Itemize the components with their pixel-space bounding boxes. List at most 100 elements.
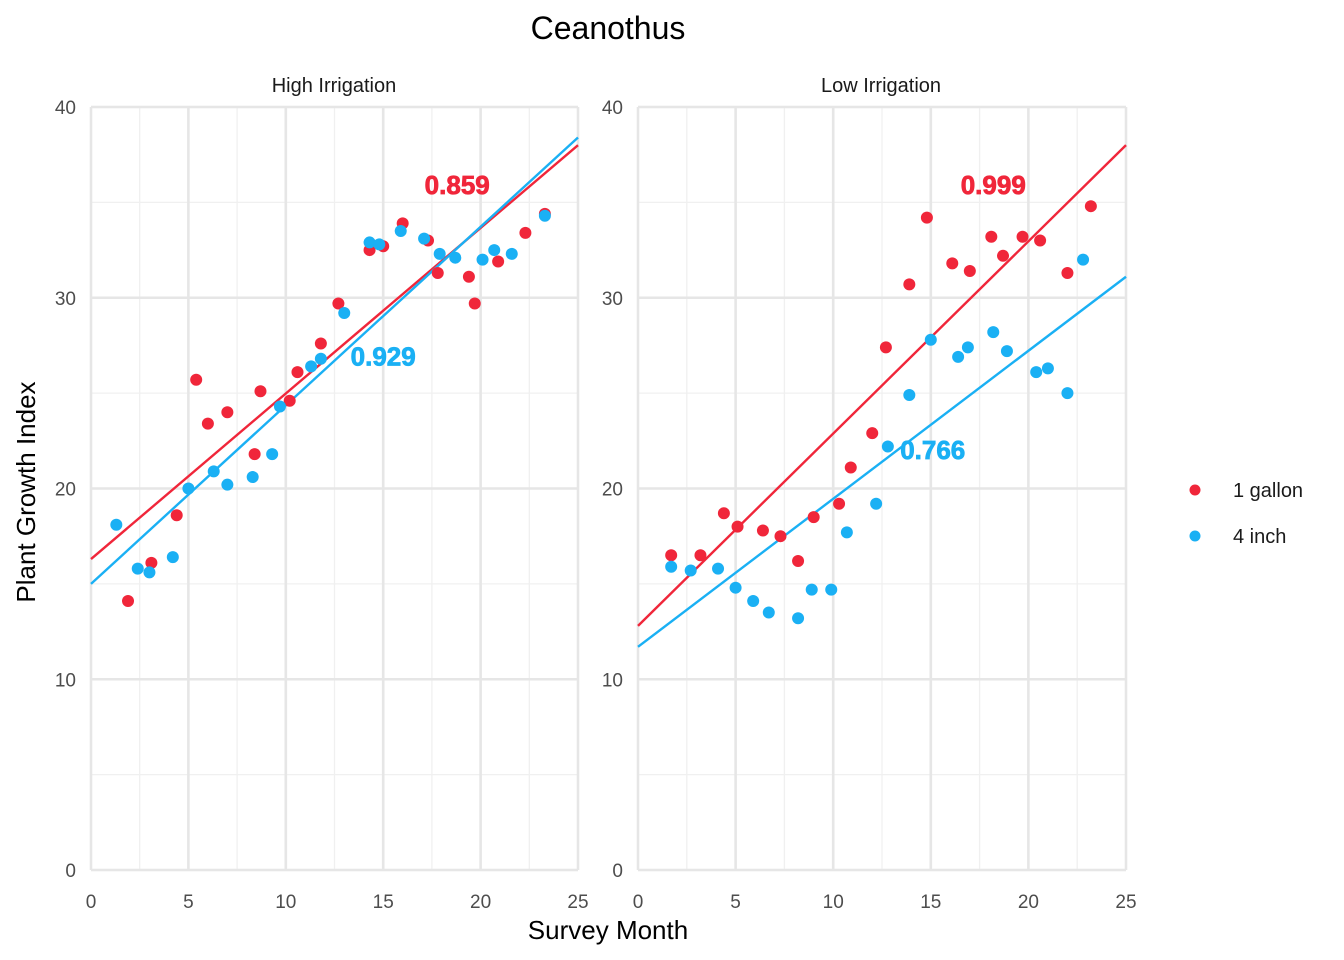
data-point bbox=[170, 509, 183, 522]
series-4-inch-low-irrigation bbox=[665, 253, 1090, 625]
data-point bbox=[952, 350, 965, 363]
y-tick-label: 10 bbox=[55, 670, 76, 691]
x-tick-label: 15 bbox=[373, 892, 394, 913]
data-point bbox=[110, 518, 123, 531]
x-tick-label: 25 bbox=[567, 892, 588, 913]
data-point bbox=[488, 244, 501, 257]
data-point bbox=[338, 307, 351, 320]
data-point bbox=[825, 583, 838, 596]
data-point bbox=[866, 427, 879, 440]
data-point bbox=[332, 297, 345, 310]
data-point bbox=[961, 341, 974, 354]
data-point bbox=[879, 341, 892, 354]
y-tick-label: 20 bbox=[602, 480, 623, 501]
data-point bbox=[665, 560, 678, 573]
y-tick-label: 30 bbox=[602, 289, 623, 310]
data-point bbox=[266, 448, 279, 461]
gridlines bbox=[636, 105, 1128, 872]
legend: 1 gallon 4 inch bbox=[1189, 480, 1303, 548]
strip-label-low-irrigation: Low Irrigation bbox=[821, 75, 941, 97]
data-point bbox=[729, 581, 742, 594]
data-point bbox=[283, 394, 296, 407]
data-point bbox=[1016, 230, 1029, 243]
data-point bbox=[747, 595, 760, 608]
data-point bbox=[997, 249, 1010, 262]
data-point bbox=[254, 385, 267, 398]
data-point bbox=[418, 232, 431, 245]
correlation-label-4-inch-low-irrigation: 0.766 bbox=[900, 435, 965, 465]
data-point bbox=[985, 230, 998, 243]
data-point bbox=[731, 520, 744, 533]
data-point bbox=[774, 530, 787, 543]
data-point bbox=[1030, 366, 1043, 379]
data-point bbox=[476, 253, 489, 266]
data-point bbox=[870, 497, 883, 510]
data-point bbox=[792, 554, 805, 567]
y-tick-label: 20 bbox=[55, 480, 76, 501]
strip-label-high-irrigation: High Irrigation bbox=[272, 75, 397, 97]
gridlines bbox=[89, 105, 580, 872]
series-1-gallon-low-irrigation bbox=[665, 200, 1097, 567]
data-point bbox=[1000, 345, 1013, 358]
data-point bbox=[987, 326, 1000, 339]
data-point bbox=[221, 406, 234, 419]
x-axis-title: Survey Month bbox=[528, 915, 688, 945]
data-point bbox=[762, 606, 775, 619]
data-point bbox=[373, 238, 386, 251]
legend-key-4-inch bbox=[1189, 530, 1201, 542]
data-point bbox=[756, 524, 769, 537]
y-tick-label: 40 bbox=[55, 98, 76, 119]
x-tick-label: 0 bbox=[633, 892, 644, 913]
data-point bbox=[665, 549, 678, 562]
data-point bbox=[694, 549, 707, 562]
panel-low-irrigation: Low Irrigation 0 5 10 15 20 25 0 10 20 30 40 0.999 0… bbox=[602, 75, 1137, 913]
y-tick-label: 30 bbox=[55, 289, 76, 310]
data-point bbox=[305, 360, 318, 373]
x-tick-label: 15 bbox=[920, 892, 941, 913]
data-point bbox=[807, 511, 820, 524]
data-point bbox=[273, 400, 286, 413]
y-axis-title: Plant Growth Index bbox=[11, 381, 41, 602]
trend-line-4-inch-high-irrigation bbox=[90, 136, 579, 585]
data-point bbox=[1061, 387, 1074, 400]
data-point bbox=[207, 465, 220, 478]
data-point bbox=[166, 551, 179, 564]
data-point bbox=[468, 297, 481, 310]
data-point bbox=[684, 564, 697, 577]
x-tick-label: 20 bbox=[470, 892, 491, 913]
data-point bbox=[1077, 253, 1090, 266]
data-point bbox=[314, 352, 327, 365]
data-point bbox=[805, 583, 818, 596]
data-point bbox=[946, 257, 959, 270]
data-point bbox=[881, 440, 894, 453]
series-1-gallon-high-irrigation bbox=[122, 207, 551, 608]
data-point bbox=[221, 478, 234, 491]
data-point bbox=[363, 236, 376, 249]
y-tick-label: 0 bbox=[612, 861, 623, 882]
data-point bbox=[505, 247, 518, 260]
data-point bbox=[1041, 362, 1054, 375]
data-point bbox=[1034, 234, 1047, 247]
data-point bbox=[903, 278, 916, 291]
data-point bbox=[394, 224, 407, 237]
x-tick-label: 10 bbox=[823, 892, 844, 913]
data-point bbox=[449, 251, 462, 264]
legend-label-4-inch: 4 inch bbox=[1233, 526, 1286, 548]
data-point bbox=[924, 333, 937, 346]
data-point bbox=[182, 482, 195, 495]
data-point bbox=[920, 211, 933, 224]
data-point bbox=[717, 507, 730, 520]
data-point bbox=[792, 612, 805, 625]
series-4-inch-high-irrigation bbox=[110, 209, 551, 579]
data-point bbox=[840, 526, 853, 539]
x-tick-label: 5 bbox=[183, 892, 194, 913]
data-point bbox=[201, 417, 214, 430]
correlation-label-4-inch-high-irrigation: 0.929 bbox=[351, 342, 416, 372]
data-point bbox=[903, 389, 916, 402]
x-tick-label: 5 bbox=[730, 892, 741, 913]
x-tick-label: 25 bbox=[1115, 892, 1136, 913]
y-tick-label: 40 bbox=[602, 98, 623, 119]
correlation-label-1-gallon-low-irrigation: 0.999 bbox=[961, 170, 1026, 200]
data-point bbox=[431, 266, 444, 279]
